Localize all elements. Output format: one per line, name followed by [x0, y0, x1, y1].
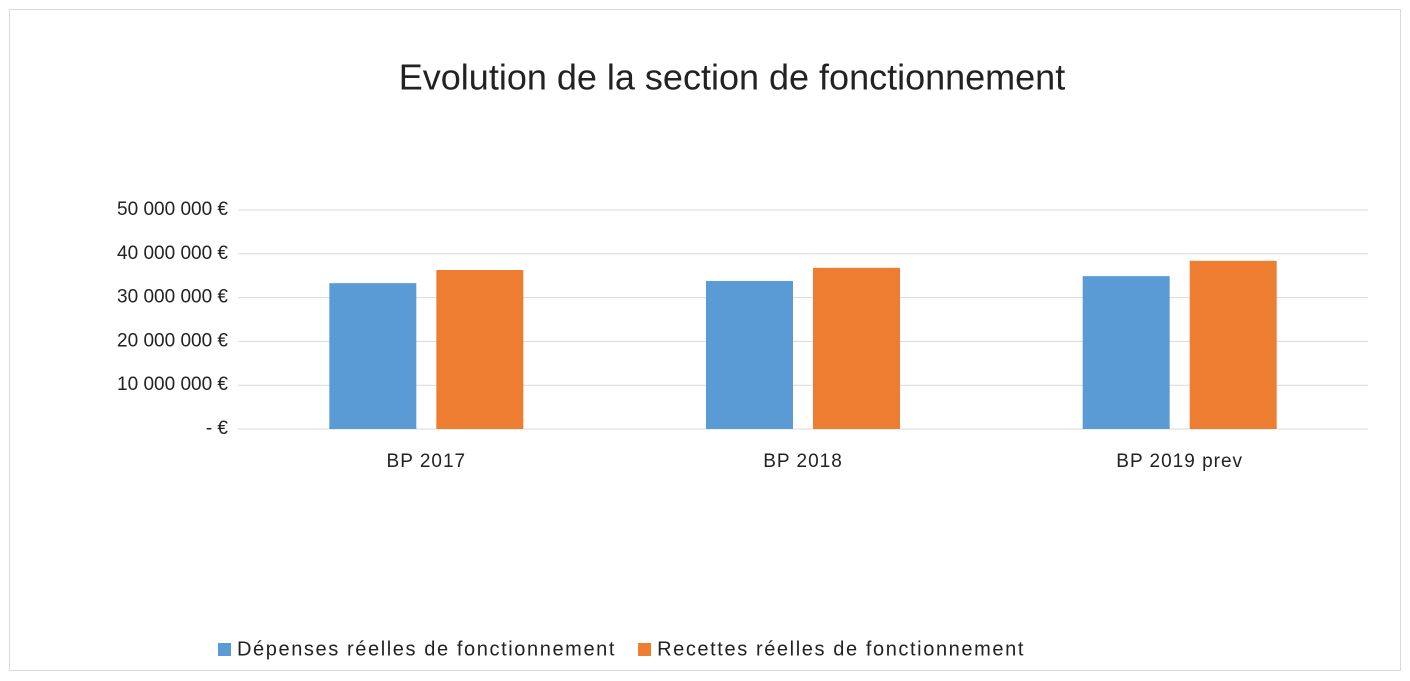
x-tick-label: BP 2019 prev [1116, 451, 1243, 472]
y-tick-label: 40 000 000 € [117, 243, 228, 264]
x-tick-label: BP 2017 [387, 451, 467, 472]
y-tick-label: 50 000 000 € [117, 199, 228, 220]
bar [1189, 260, 1277, 429]
y-tick-label: - € [206, 418, 229, 439]
y-tick-label: 10 000 000 € [117, 374, 228, 395]
bar [813, 267, 900, 429]
legend-label: Recettes réelles de fonctionnement [657, 638, 1025, 660]
y-tick-label: 20 000 000 € [117, 330, 228, 351]
bar [1082, 276, 1170, 429]
bar [436, 270, 524, 429]
y-tick-label: 30 000 000 € [117, 287, 228, 308]
x-tick-label: BP 2018 [763, 451, 843, 472]
bar [329, 283, 417, 429]
chart-title: Evolution de la section de fonctionnemen… [399, 57, 1065, 98]
legend-swatch [638, 643, 652, 656]
bar [706, 280, 793, 429]
legend-label: Dépenses réelles de fonctionnement [237, 638, 616, 660]
legend-swatch [218, 643, 231, 656]
